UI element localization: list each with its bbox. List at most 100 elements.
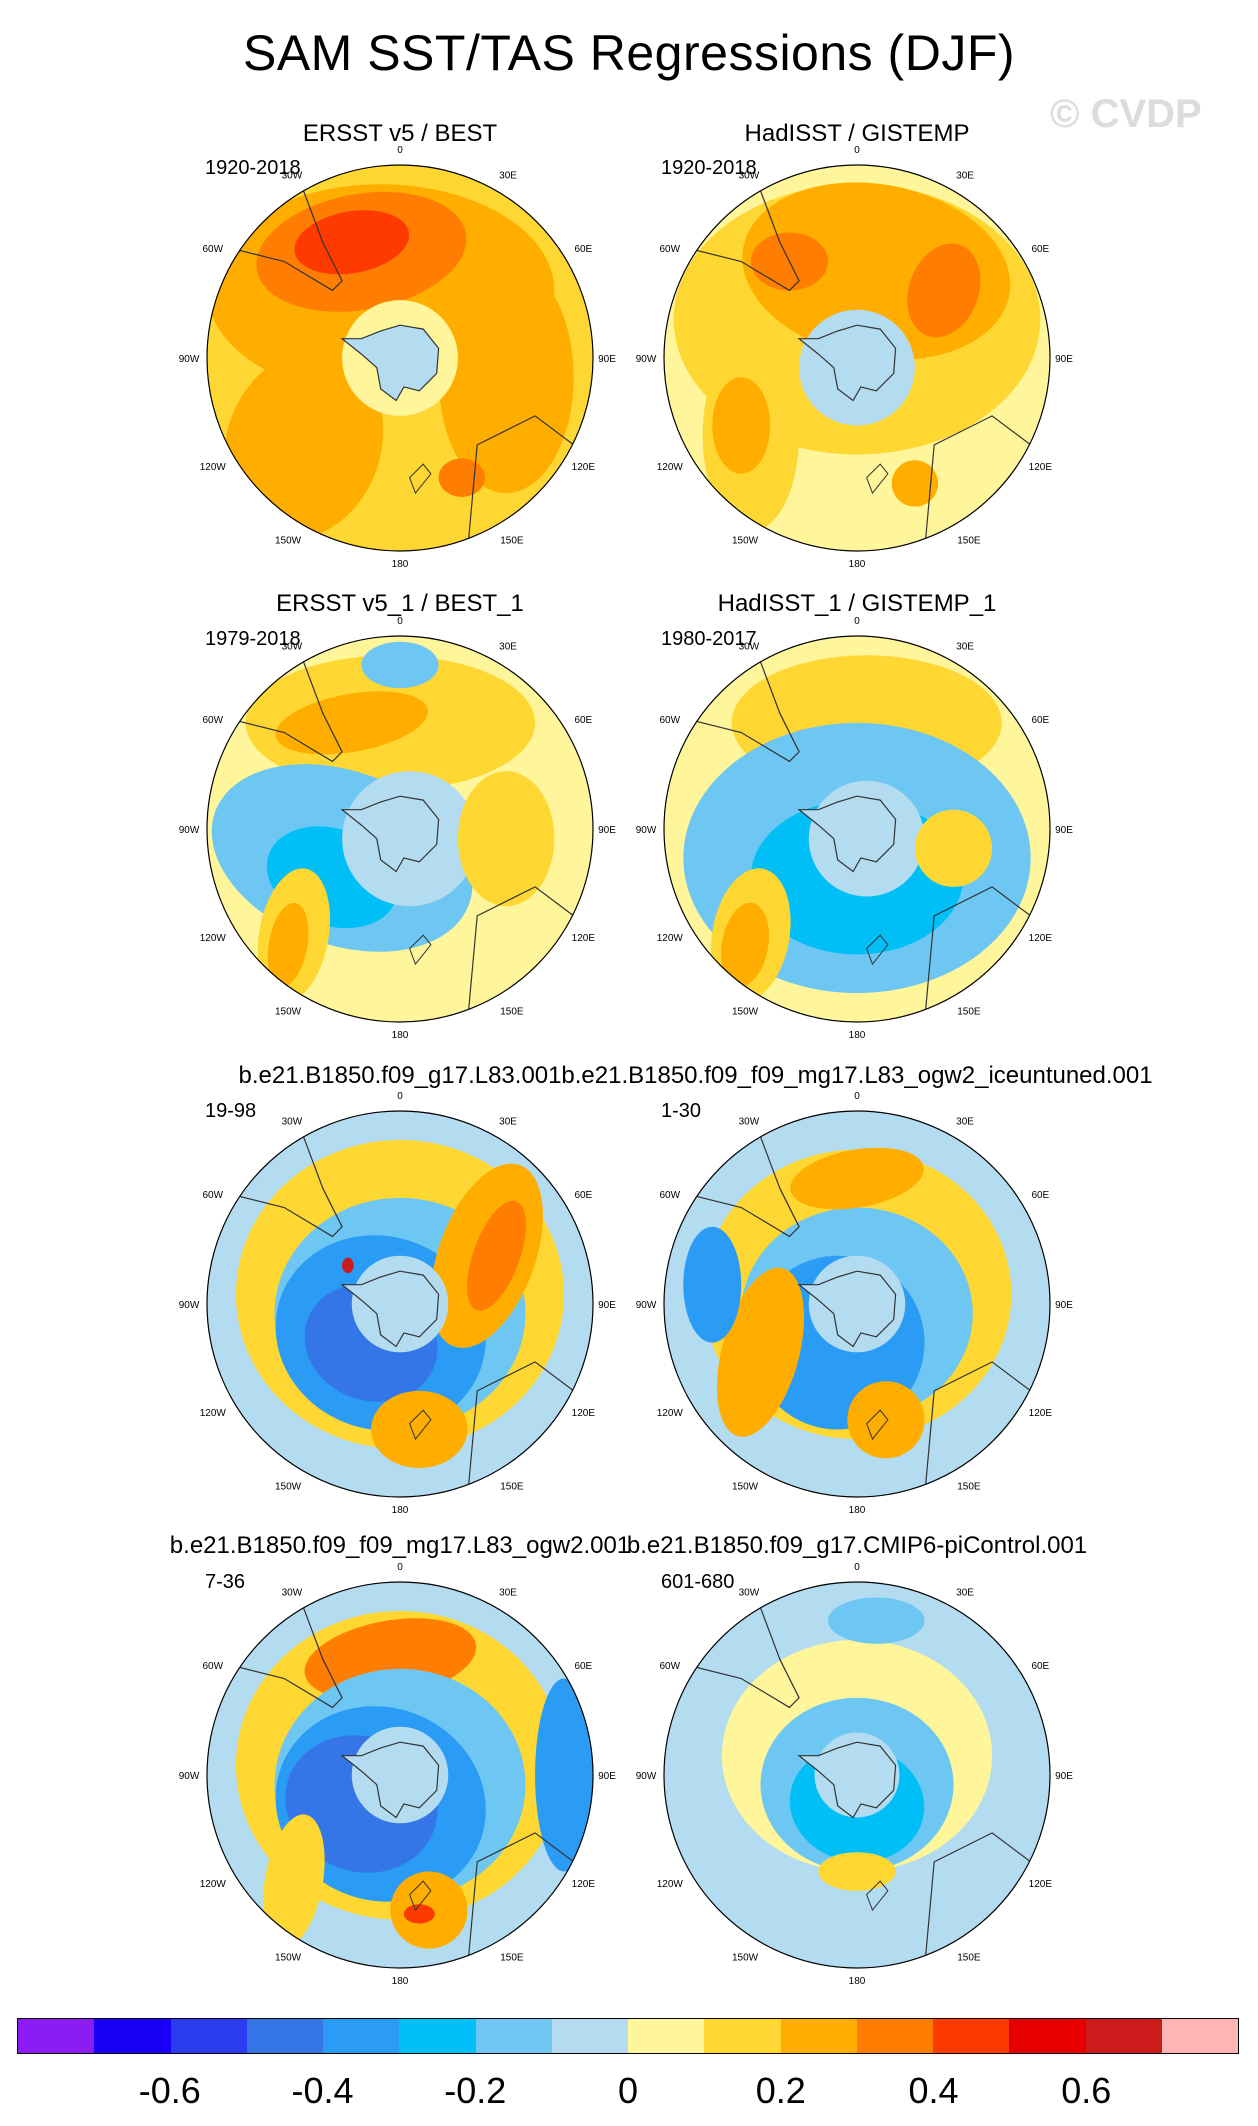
new-zealand-coastline [866, 934, 889, 966]
longitude-label: 150E [500, 1952, 524, 1963]
australia-coastline [923, 415, 1032, 551]
antarctica-landmass [340, 1270, 440, 1348]
panel-period: 1920-2018 [661, 157, 757, 179]
colorbar-swatch [704, 2019, 781, 2053]
longitude-label: 120E [572, 1408, 596, 1419]
longitude-label: 60E [574, 1661, 592, 1672]
longitude-label: 0 [854, 1562, 860, 1573]
figure-title: SAM SST/TAS Regressions (DJF) [242, 25, 1016, 81]
australia-coastline [466, 415, 575, 551]
australia-coastline [923, 1361, 1032, 1497]
longitude-label: 90W [636, 354, 657, 365]
map-boundary [206, 635, 594, 1023]
map-boundary [206, 1581, 594, 1969]
longitude-label: 0 [397, 616, 403, 627]
field-contour [371, 1390, 468, 1469]
panel-period: 19-98 [205, 1100, 257, 1122]
polar-map: 0 30E 60E 90E 120E 150E 180 150W 120W 90W 60W 30W [636, 145, 1074, 570]
panel-period: 1979-2018 [205, 628, 301, 650]
panel-title: b.e21.B1850.f09_f09_mg17.L83_ogw2.001 [169, 1532, 631, 1559]
longitude-label: 60E [1031, 1661, 1049, 1672]
colorbar-tick-label: 0.6 [1061, 2070, 1112, 2111]
antarctica-landmass [797, 324, 897, 402]
panel-title: b.e21.B1850.f09_g17.CMIP6-piControl.001 [626, 1532, 1088, 1559]
longitude-label: 120W [200, 933, 227, 944]
antarctica-landmass [797, 1741, 897, 1819]
field-contour [712, 377, 771, 474]
map-boundary [663, 635, 1051, 1023]
longitude-label: 30E [499, 642, 517, 653]
longitude-label: 30E [499, 1117, 517, 1128]
panel-period: 1920-2018 [205, 157, 301, 179]
colorbar-swatch [475, 2019, 552, 2053]
colorbar-tick-label: 0.4 [908, 2070, 959, 2111]
field-contour [914, 809, 993, 887]
longitude-label: 60E [574, 1190, 592, 1201]
longitude-label: 60E [1031, 1190, 1049, 1201]
polar-map: 0 30E 60E 90E 120E 150E 180 150W 120W 90W 60W 30W [179, 616, 617, 1041]
cvdp-watermark: © CVDP [1050, 92, 1202, 136]
longitude-label: 120W [200, 1879, 227, 1890]
longitude-label: 90W [179, 354, 200, 365]
longitude-label: 30W [739, 642, 760, 653]
panel-title: ERSST v5_1 / BEST_1 [276, 590, 524, 617]
longitude-label: 60W [660, 1190, 681, 1201]
longitude-label: 90E [598, 1300, 616, 1311]
colorbar-tick-label: 0.2 [755, 2070, 806, 2111]
polar-map: 0 30E 60E 90E 120E 150E 180 150W 120W 90W 60W 30W [636, 1091, 1074, 1516]
field-contour [818, 1852, 896, 1891]
field-contour [721, 902, 770, 987]
australia-coastline [923, 1832, 1032, 1968]
longitude-label: 120W [657, 1879, 684, 1890]
field-contour [457, 771, 555, 907]
longitude-label: 120E [572, 462, 596, 473]
new-zealand-coastline [866, 463, 889, 495]
longitude-label: 120W [200, 462, 227, 473]
longitude-label: 120E [572, 933, 596, 944]
south-america-coastline [664, 1111, 800, 1238]
longitude-label: 150W [275, 1952, 302, 1963]
colorbar-swatch [551, 2019, 628, 2053]
colorbar-tick-label: -0.2 [444, 2070, 507, 2111]
field-contour [790, 1147, 924, 1210]
longitude-label: 30E [956, 642, 974, 653]
longitude-label: 90W [636, 1300, 657, 1311]
field-contour [267, 902, 309, 987]
longitude-label: 30W [282, 642, 303, 653]
new-zealand-coastline [409, 1880, 432, 1912]
map-boundary [663, 1110, 1051, 1498]
longitude-label: 60W [660, 244, 681, 255]
longitude-label: 180 [849, 1505, 866, 1516]
colorbar-swatch [399, 2019, 476, 2053]
longitude-label: 150E [957, 535, 981, 546]
map-boundary [663, 164, 1051, 552]
colorbar-swatch [94, 2019, 171, 2053]
field-contour [683, 1226, 742, 1343]
longitude-label: 90E [1055, 354, 1073, 365]
new-zealand-coastline [866, 1880, 889, 1912]
australia-coastline [466, 1832, 575, 1968]
field-contour [907, 243, 981, 338]
map-boundary [206, 164, 594, 552]
longitude-label: 30E [956, 171, 974, 182]
field-contour [438, 261, 574, 494]
longitude-label: 90W [179, 825, 200, 836]
longitude-label: 0 [854, 1091, 860, 1102]
longitude-label: 30W [282, 171, 303, 182]
panel-title: b.e21.B1850.f09_g17.L83.001 [238, 1062, 562, 1089]
panel-period: 601-680 [661, 1571, 735, 1593]
colorbar-swatch [780, 2019, 857, 2053]
longitude-label: 30E [956, 1117, 974, 1128]
longitude-label: 30E [956, 1588, 974, 1599]
field-contour [275, 691, 428, 755]
field-contour [438, 458, 485, 497]
map-boundary [663, 1581, 1051, 1969]
colorbar-swatch [1009, 2019, 1086, 2053]
panel-title: ERSST v5 / BEST [302, 120, 498, 147]
longitude-label: 30W [282, 1117, 303, 1128]
longitude-label: 0 [397, 145, 403, 156]
longitude-label: 0 [854, 616, 860, 627]
longitude-label: 150W [732, 1952, 759, 1963]
field-contour [535, 1678, 593, 1872]
longitude-label: 150W [275, 535, 302, 546]
